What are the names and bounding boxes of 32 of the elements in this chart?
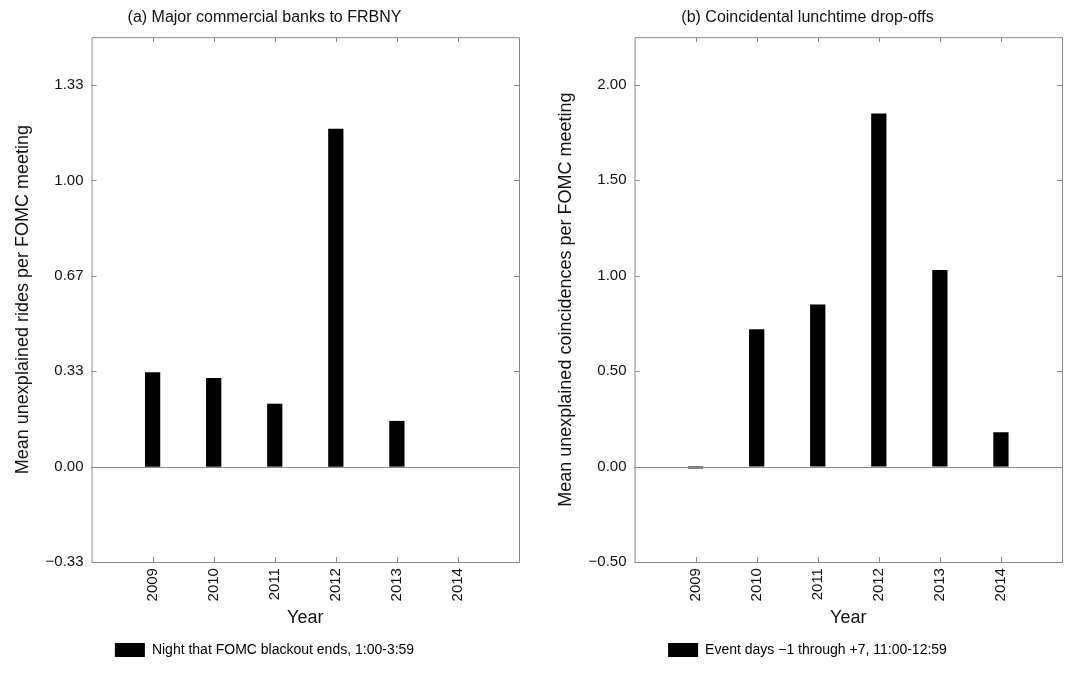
chart-title: (b) Coincidental lunchtime drop-offs (681, 8, 934, 26)
y-tick-label: 2.00 (597, 75, 627, 93)
y-tick-label: 0.50 (597, 361, 627, 379)
x-tick-label: 2009 (685, 568, 703, 602)
x-tick-label: 2012 (325, 568, 343, 602)
y-tick-label: 0.00 (54, 456, 84, 474)
x-tick-label: 2013 (387, 568, 405, 602)
legend-label: Event days −1 through +7, 11:00-12:59 (705, 640, 948, 657)
y-axis-title: Mean unexplained coincidences per FOMC meeting (554, 92, 575, 507)
y-tick-label: 0.33 (54, 361, 84, 379)
y-tick-label: 1.00 (597, 265, 627, 283)
x-tick-label: 2009 (142, 568, 160, 602)
y-tick-label: 1.33 (54, 75, 84, 93)
y-tick-label: −0.33 (45, 552, 84, 570)
y-tick-label: 0.00 (597, 456, 627, 474)
chart-title: (a) Major commercial banks to FRBNY (127, 8, 402, 26)
x-tick-label: 2013 (930, 568, 948, 602)
y-tick-label: 0.67 (54, 265, 84, 283)
y-axis-title: Mean unexplained rides per FOMC meeting (11, 125, 32, 475)
y-tick-label: 1.00 (54, 170, 84, 188)
x-tick-label: 2011 (807, 568, 825, 601)
x-tick-label: 2014 (991, 568, 1009, 602)
x-tick-label: 2011 (264, 568, 282, 601)
x-axis-title: Year (287, 607, 324, 628)
y-tick-label: 1.50 (597, 170, 627, 188)
x-axis-title: Year (830, 607, 867, 628)
x-tick-label: 2012 (868, 568, 886, 602)
legend-label: Night that FOMC blackout ends, 1:00-3:59 (151, 640, 415, 657)
x-tick-label: 2014 (448, 568, 466, 602)
x-tick-label: 2010 (203, 568, 221, 602)
x-tick-label: 2010 (746, 568, 764, 602)
y-tick-label: −0.50 (588, 552, 627, 570)
